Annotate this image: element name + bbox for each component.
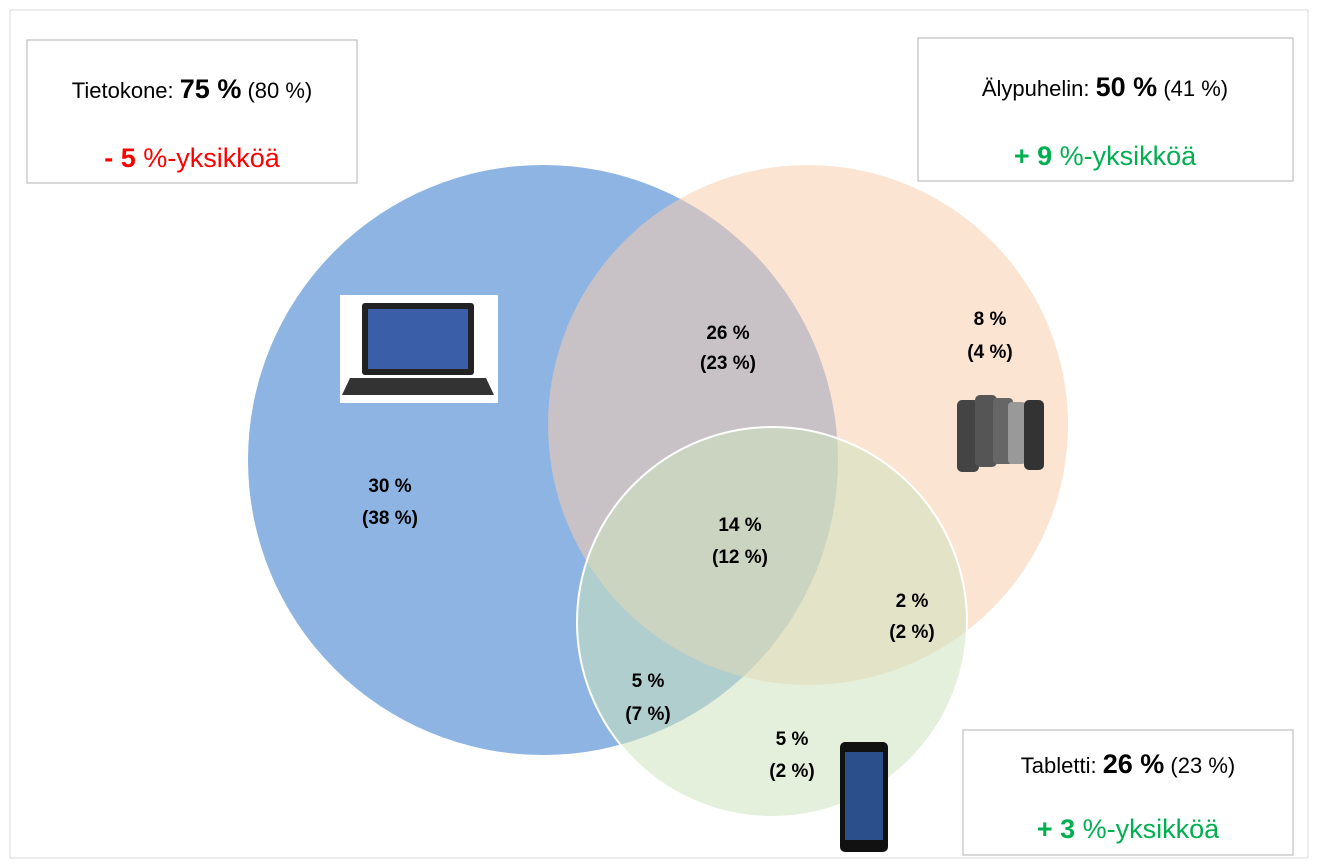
- change-unit: %-yksikköä: [1060, 141, 1198, 171]
- change-unit: %-yksikköä: [1083, 814, 1221, 844]
- region-previous: (4 %): [967, 342, 1012, 363]
- tablet-share: Tabletti: 26 % (23 %): [1021, 749, 1235, 779]
- phones-icon: [957, 395, 1044, 472]
- set-name: Tabletti:: [1021, 753, 1097, 778]
- previous-share: (23 %): [1170, 753, 1235, 778]
- change: - 5: [104, 143, 136, 173]
- tablet-change: + 3 %-yksikköä: [1037, 814, 1220, 844]
- region-value: 30 %: [368, 476, 411, 497]
- region-previous: (2 %): [769, 761, 814, 782]
- region-value: 26 %: [706, 323, 749, 344]
- share: 26 %: [1103, 749, 1165, 779]
- smartphone-change: + 9 %-yksikköä: [1014, 141, 1197, 171]
- computer-change: - 5 %-yksikköä: [104, 143, 281, 173]
- region-value: 2 %: [896, 591, 929, 612]
- previous-share: (80 %): [247, 78, 312, 103]
- share: 50 %: [1096, 72, 1158, 102]
- region-value: 8 %: [974, 309, 1007, 330]
- smartphone-share: Älypuhelin: 50 % (41 %): [982, 72, 1228, 102]
- region-value: 14 %: [718, 515, 761, 536]
- set-name: Älypuhelin:: [982, 76, 1090, 101]
- computer-share: Tietokone: 75 % (80 %): [72, 74, 313, 104]
- set-name: Tietokone:: [72, 78, 174, 103]
- venn-diagram: Tietokone: 75 % (80 %) - 5 %-yksikköä Äl…: [0, 0, 1318, 865]
- region-previous: (23 %): [700, 353, 756, 374]
- change: + 9: [1014, 141, 1052, 171]
- previous-share: (41 %): [1163, 76, 1228, 101]
- region-value: 5 %: [776, 729, 809, 750]
- tablet-icon: [840, 742, 888, 852]
- region-previous: (2 %): [889, 622, 934, 643]
- region-value: 5 %: [632, 671, 665, 692]
- laptop-icon: [340, 295, 498, 403]
- change: + 3: [1037, 814, 1075, 844]
- region-previous: (7 %): [625, 704, 670, 725]
- change-unit: %-yksikköä: [143, 143, 281, 173]
- region-previous: (12 %): [712, 547, 768, 568]
- region-previous: (38 %): [362, 508, 418, 529]
- share: 75 %: [180, 74, 242, 104]
